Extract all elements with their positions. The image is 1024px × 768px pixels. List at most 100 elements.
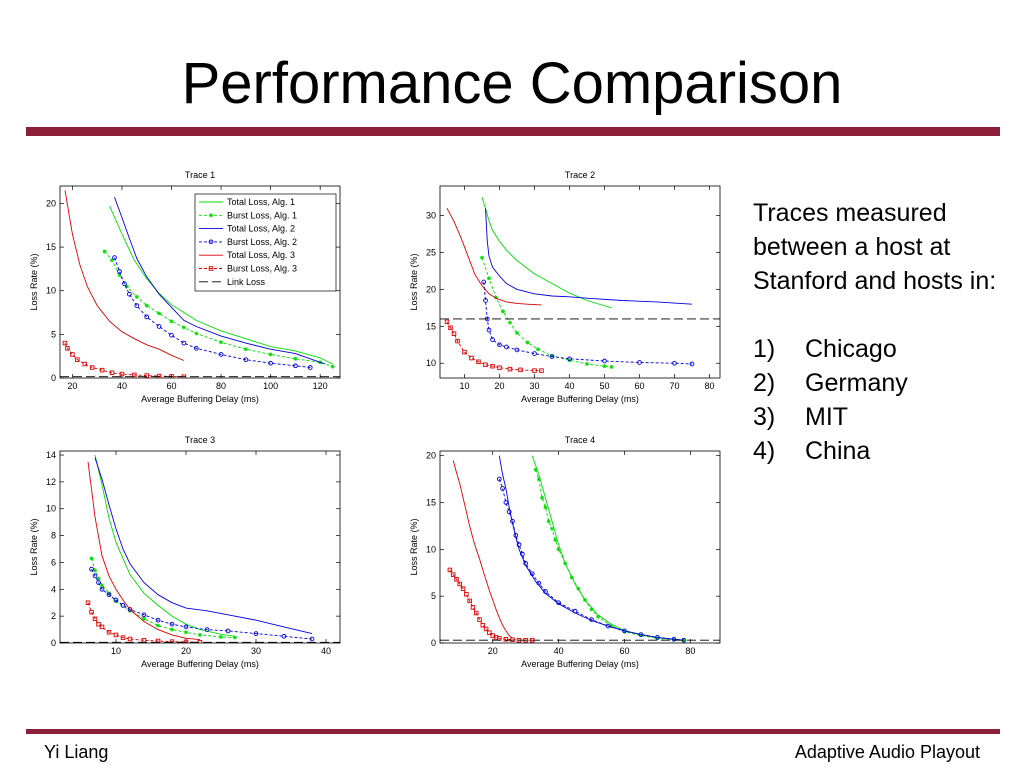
x-tick-label: 100	[263, 381, 278, 391]
y-tick-label: 2	[51, 611, 56, 621]
data-point	[536, 477, 541, 482]
data-point	[112, 255, 117, 260]
data-point	[119, 371, 125, 377]
plot-area	[439, 450, 721, 644]
chart-trace-1: Trace 1 20 40 60 80 100 120 0 5 10 15 20 Average Buf…	[29, 170, 341, 404]
data-point	[100, 583, 104, 588]
slide-title: Performance Comparison	[181, 51, 843, 116]
data-point	[655, 635, 660, 640]
data-point	[198, 632, 202, 637]
legend-box	[194, 193, 337, 292]
data-point	[549, 354, 555, 359]
y-axis-label: Loss Rate (%)	[409, 253, 419, 310]
data-point	[469, 355, 474, 361]
x-tick-label: 60	[166, 381, 176, 391]
y-axis-label: Loss Rate (%)	[29, 253, 39, 310]
data-point	[638, 632, 644, 637]
series-line	[446, 321, 542, 372]
data-point	[556, 600, 561, 606]
series-line	[87, 461, 201, 641]
host-number: 4)	[753, 437, 776, 465]
series-line	[483, 281, 693, 365]
data-point	[141, 612, 147, 618]
data-point	[144, 373, 149, 378]
data-point	[268, 360, 273, 366]
data-point	[602, 358, 607, 364]
data-point	[540, 495, 545, 500]
plot-area	[439, 185, 721, 379]
data-point	[93, 568, 97, 573]
data-point	[532, 368, 537, 373]
data-point	[506, 509, 512, 515]
legend-label: Total Loss, Alg. 2	[227, 224, 295, 234]
x-tick-label: 20	[67, 381, 77, 391]
data-point	[117, 269, 122, 274]
data-point	[481, 279, 487, 285]
data-point	[501, 309, 505, 314]
data-point	[569, 575, 574, 580]
x-tick-label: 30	[251, 646, 261, 656]
data-point	[218, 352, 224, 357]
data-point	[462, 349, 467, 355]
plot-series	[440, 196, 720, 373]
x-tick-label: 120	[313, 381, 328, 391]
data-point	[483, 626, 489, 632]
data-point	[204, 627, 210, 632]
data-point	[520, 551, 525, 557]
data-point	[486, 327, 492, 333]
data-point	[102, 249, 107, 254]
data-point	[181, 340, 187, 346]
chart-title: Trace 2	[565, 170, 595, 180]
y-tick-label: 14	[46, 450, 56, 460]
data-point	[156, 373, 162, 378]
series-line	[94, 457, 313, 635]
data-point	[99, 367, 105, 373]
data-point	[514, 347, 520, 353]
x-tick-label: 10	[111, 646, 121, 656]
data-point	[169, 332, 174, 338]
data-point	[455, 338, 460, 344]
y-tick-label: 30	[426, 211, 436, 221]
data-point	[483, 298, 488, 303]
data-point	[510, 518, 515, 524]
data-point	[156, 623, 160, 628]
x-tick-label: 40	[554, 646, 564, 656]
data-point	[467, 598, 472, 604]
data-point	[122, 281, 127, 287]
x-tick-label: 10	[459, 381, 469, 391]
plot-series	[60, 190, 340, 378]
data-point	[219, 340, 224, 345]
data-point	[92, 616, 98, 622]
data-point	[470, 605, 476, 610]
y-tick-label: 10	[426, 358, 436, 368]
data-point	[572, 608, 578, 614]
chart-title: Trace 4	[565, 435, 595, 445]
data-point	[518, 367, 523, 373]
data-point	[184, 630, 188, 635]
data-point	[480, 622, 486, 628]
data-point	[96, 580, 101, 585]
data-point	[576, 586, 581, 591]
host-item: 1) Chicago	[753, 332, 1003, 366]
data-point	[689, 361, 695, 367]
data-point	[556, 547, 561, 552]
y-tick-label: 15	[426, 498, 436, 508]
data-point	[253, 631, 259, 636]
series-line	[64, 190, 185, 361]
footer-author: Yi Liang	[44, 742, 109, 762]
x-axis-label: Average Buffering Delay (ms)	[521, 659, 639, 669]
data-point	[476, 359, 481, 365]
data-point	[672, 360, 677, 366]
data-point	[124, 284, 129, 289]
data-point	[127, 607, 133, 612]
data-point	[113, 632, 119, 638]
y-tick-label: 0	[51, 638, 56, 648]
y-tick-label: 4	[51, 584, 56, 594]
data-point	[536, 580, 542, 586]
data-point	[637, 360, 642, 365]
data-point	[89, 566, 94, 572]
data-point	[464, 592, 469, 597]
data-point	[169, 621, 175, 627]
data-point	[487, 630, 492, 635]
data-point	[170, 627, 174, 632]
